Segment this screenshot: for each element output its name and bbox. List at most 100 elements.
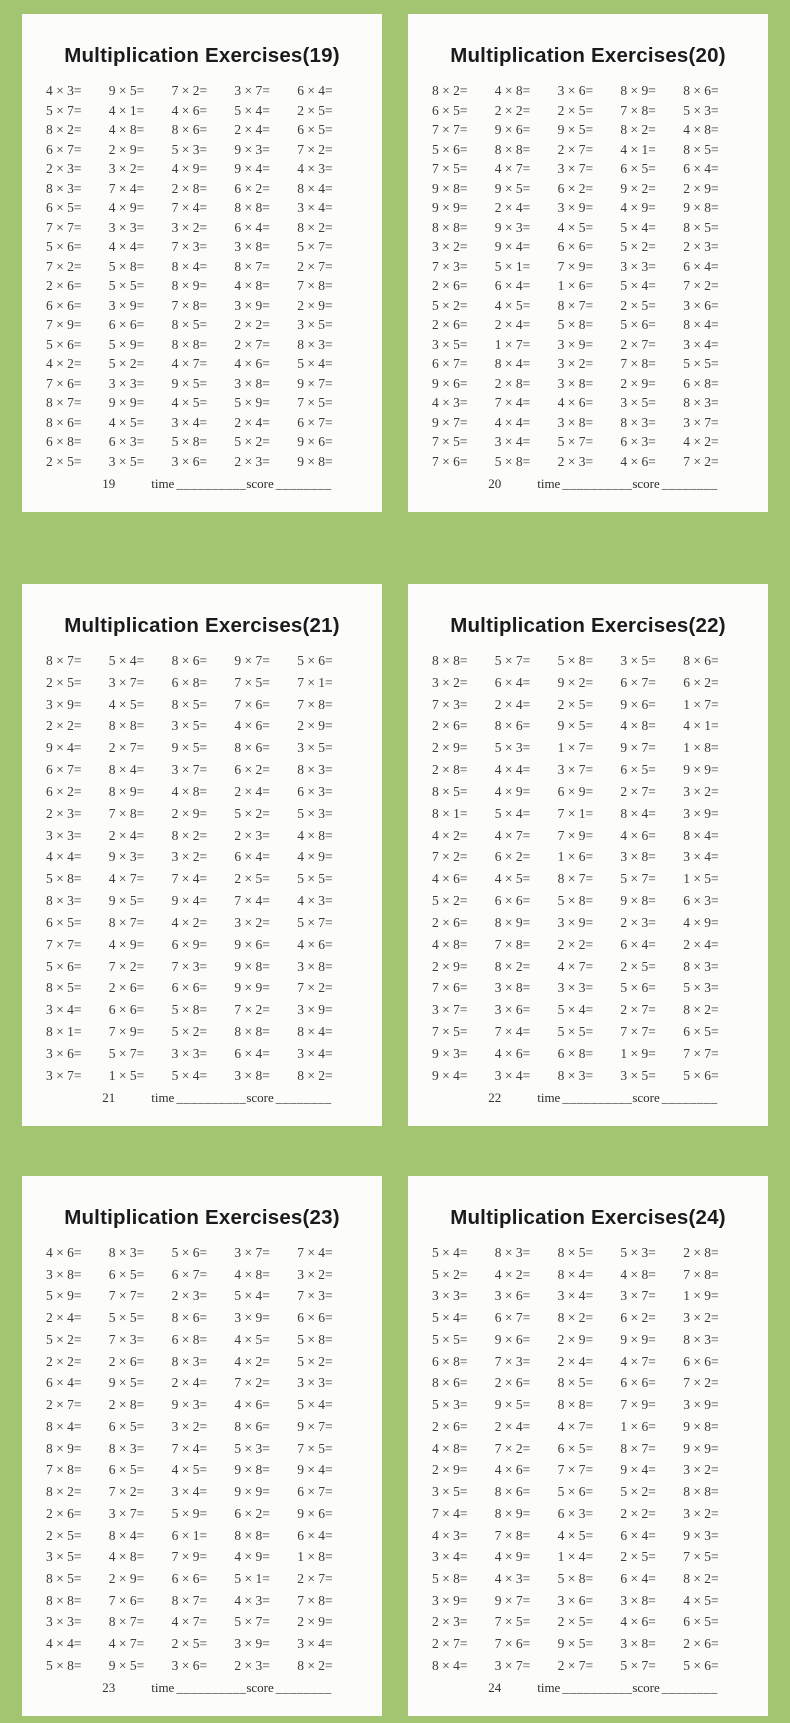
worksheet-page-23: Multiplication Exercises(23) 4 × 6= 8 × 3… — [22, 1176, 382, 1716]
problem-cell: 3 × 4= — [297, 1045, 333, 1061]
problem-cell: 7 × 3= — [494, 1353, 531, 1369]
problem-cell: 3 × 5= — [432, 1484, 468, 1500]
problem-cell: 6 × 5= — [557, 1440, 594, 1456]
problem-cell: 3 × 8= — [620, 1592, 656, 1608]
problem-cell: 8 × 5= — [557, 1245, 594, 1260]
problem-cell: 5 × 4= — [432, 1245, 468, 1260]
problem-cell: 3 × 7= — [46, 1067, 82, 1083]
problem-cell: 2 × 4= — [494, 696, 531, 712]
problem-cell: 5 × 3= — [297, 805, 333, 821]
problem-cell: 9 × 5= — [557, 718, 594, 734]
problem-cell: 3 × 5= — [108, 453, 145, 469]
problem-cell: 3 × 6= — [171, 1657, 208, 1673]
score-blank-line: ________ — [661, 1680, 718, 1695]
score-blank-line: ________ — [661, 1090, 718, 1105]
problem-cell: 3 × 7= — [557, 161, 594, 177]
problems-grid: 8 × 2= 4 × 8= 3 × 6= 8 × 9= 8 × 6= 6 × 5= 2 × … — [432, 83, 746, 470]
problem-cell: 2 × 8= — [494, 375, 531, 391]
problem-cell: 5 × 5= — [683, 356, 719, 372]
problem-cell: 2 × 4= — [234, 783, 270, 799]
problem-cell: 8 × 1= — [432, 805, 468, 821]
problem-cell: 8 × 3= — [46, 893, 82, 909]
problem-cell: 8 × 3= — [46, 180, 82, 196]
problem-cell: 4 × 7= — [171, 356, 208, 372]
problem-cell: 5 × 6= — [683, 1657, 719, 1673]
problem-cell: 8 × 4= — [297, 1024, 333, 1040]
problem-cell: 9 × 4= — [297, 1462, 333, 1478]
score-label: score — [246, 1090, 274, 1105]
problem-cell: 8 × 7= — [234, 258, 270, 274]
problem-cell: 4 × 4= — [46, 849, 82, 865]
problem-cell: 3 × 5= — [297, 740, 333, 756]
problem-cell: 8 × 3= — [683, 1331, 719, 1347]
problem-cell: 8 × 2= — [494, 958, 531, 974]
problem-cell: 9 × 8= — [683, 200, 719, 216]
problem-cell: 6 × 5= — [46, 200, 82, 216]
problem-cell: 5 × 2= — [620, 239, 656, 255]
problem-cell: 7 × 5= — [432, 1024, 468, 1040]
problem-cell: 5 × 2= — [432, 1266, 468, 1282]
problem-cell: 9 × 6= — [432, 375, 468, 391]
problem-cell: 2 × 5= — [620, 958, 656, 974]
problem-cell: 2 × 5= — [620, 297, 656, 313]
problem-cell: 3 × 3= — [620, 258, 656, 274]
problem-cell: 1 × 7= — [494, 336, 531, 352]
problem-cell: 2 × 6= — [432, 914, 468, 930]
problem-cell: 8 × 9= — [494, 914, 531, 930]
problem-cell: 6 × 6= — [171, 980, 208, 996]
problem-cell: 7 × 4= — [432, 1505, 468, 1521]
problem-cell: 5 × 8= — [108, 258, 145, 274]
time-blank-line: __________ — [562, 1090, 633, 1105]
problem-cell: 5 × 3= — [620, 1245, 656, 1260]
problem-cell: 5 × 2= — [620, 1484, 656, 1500]
problem-cell: 4 × 7= — [557, 958, 594, 974]
problem-cell: 4 × 2= — [432, 827, 468, 843]
problem-cell: 2 × 4= — [171, 1375, 208, 1391]
problem-cell: 2 × 3= — [234, 827, 270, 843]
problem-cell: 5 × 2= — [297, 1353, 333, 1369]
page-title: Multiplication Exercises(21) — [64, 614, 340, 637]
problem-cell: 9 × 7= — [620, 740, 656, 756]
problem-cell: 7 × 5= — [234, 674, 270, 690]
problem-cell: 2 × 4= — [234, 122, 270, 138]
problem-cell: 6 × 5= — [108, 1462, 145, 1478]
problem-cell: 6 × 9= — [557, 783, 594, 799]
problem-cell: 7 × 7= — [432, 122, 468, 138]
score-label: score — [246, 476, 274, 491]
problem-cell: 3 × 6= — [683, 297, 719, 313]
page-number: 23 — [102, 1680, 116, 1695]
problem-cell: 4 × 7= — [108, 1636, 145, 1652]
problem-cell: 2 × 7= — [557, 141, 594, 157]
problem-cell: 5 × 8= — [297, 1331, 333, 1347]
problem-cell: 2 × 6= — [108, 980, 145, 996]
problem-cell: 3 × 9= — [108, 297, 145, 313]
problem-cell: 3 × 9= — [683, 805, 719, 821]
problem-cell: 9 × 7= — [494, 1592, 531, 1608]
problem-cell: 2 × 3= — [171, 1288, 208, 1304]
problem-cell: 8 × 3= — [297, 762, 333, 778]
problem-cell: 2 × 5= — [46, 674, 82, 690]
problem-cell: 8 × 6= — [494, 718, 531, 734]
problem-cell: 6 × 5= — [108, 1266, 145, 1282]
problem-cell: 7 × 4= — [297, 1245, 333, 1260]
problem-cell: 5 × 7= — [557, 434, 594, 450]
problem-cell: 2 × 7= — [46, 1397, 82, 1413]
problem-cell: 5 × 6= — [297, 653, 333, 668]
problem-cell: 5 × 4= — [494, 805, 531, 821]
problem-cell: 8 × 5= — [46, 1571, 82, 1587]
problem-cell: 2 × 5= — [297, 102, 333, 118]
problem-cell: 6 × 4= — [620, 1571, 656, 1587]
problem-cell: 2 × 9= — [108, 1571, 145, 1587]
problem-cell: 5 × 4= — [620, 219, 656, 235]
problem-cell: 5 × 4= — [557, 1002, 594, 1018]
problem-cell: 8 × 6= — [234, 740, 270, 756]
problem-cell: 2 × 8= — [683, 1245, 719, 1260]
problem-cell: 3 × 4= — [297, 1636, 333, 1652]
problem-cell: 6 × 4= — [234, 1045, 270, 1061]
problem-cell: 7 × 6= — [432, 980, 468, 996]
problem-cell: 4 × 3= — [432, 1527, 468, 1543]
problem-cell: 4 × 9= — [683, 914, 719, 930]
problem-cell: 6 × 7= — [46, 141, 82, 157]
problem-cell: 4 × 5= — [171, 395, 208, 411]
problem-cell: 9 × 6= — [297, 1505, 333, 1521]
